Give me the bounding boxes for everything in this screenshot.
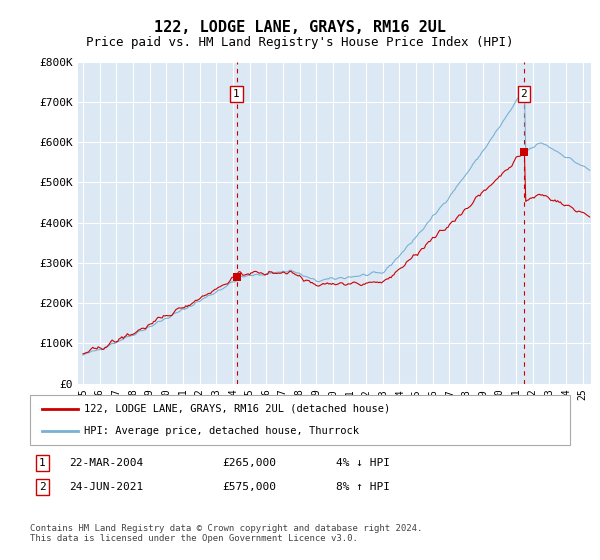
Text: 22-MAR-2004: 22-MAR-2004	[69, 458, 143, 468]
Text: £575,000: £575,000	[222, 482, 276, 492]
Text: 2: 2	[39, 482, 46, 492]
Text: 2: 2	[521, 89, 527, 99]
Text: 8% ↑ HPI: 8% ↑ HPI	[336, 482, 390, 492]
Text: 1: 1	[39, 458, 46, 468]
Text: HPI: Average price, detached house, Thurrock: HPI: Average price, detached house, Thur…	[84, 426, 359, 436]
Text: Contains HM Land Registry data © Crown copyright and database right 2024.
This d: Contains HM Land Registry data © Crown c…	[30, 524, 422, 543]
Text: 24-JUN-2021: 24-JUN-2021	[69, 482, 143, 492]
Text: 1: 1	[233, 89, 240, 99]
Text: 4% ↓ HPI: 4% ↓ HPI	[336, 458, 390, 468]
Text: £265,000: £265,000	[222, 458, 276, 468]
Text: 122, LODGE LANE, GRAYS, RM16 2UL: 122, LODGE LANE, GRAYS, RM16 2UL	[154, 20, 446, 35]
Text: Price paid vs. HM Land Registry's House Price Index (HPI): Price paid vs. HM Land Registry's House …	[86, 36, 514, 49]
Text: 122, LODGE LANE, GRAYS, RM16 2UL (detached house): 122, LODGE LANE, GRAYS, RM16 2UL (detach…	[84, 404, 390, 414]
